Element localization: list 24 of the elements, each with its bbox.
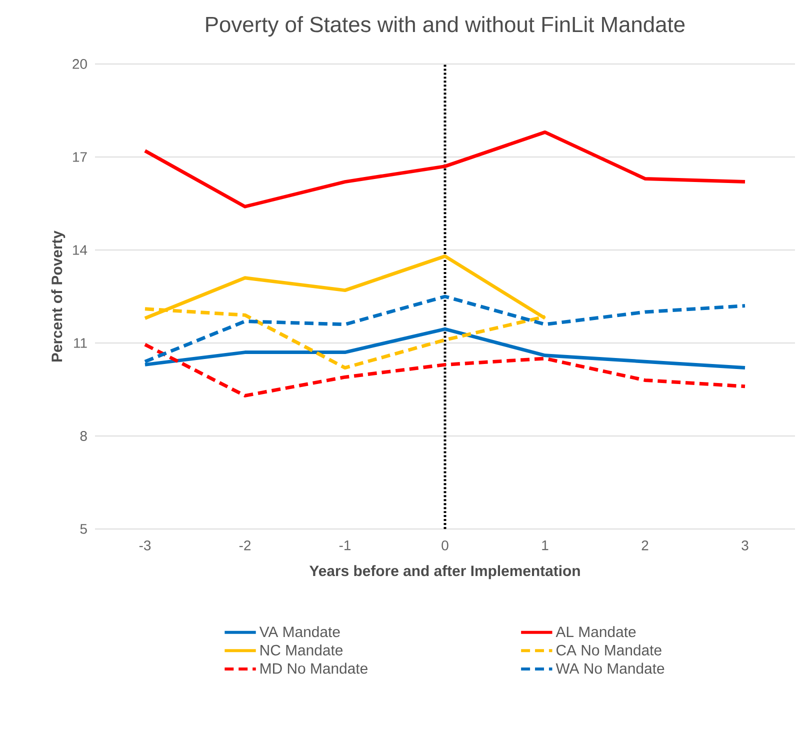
legend-label: WA No Mandate [556, 662, 664, 674]
x-tick-label: -3 [139, 540, 151, 550]
x-axis-title: Years before and after Implementation [309, 565, 580, 580]
x-tick-label: 1 [542, 540, 548, 550]
legend-label: AL Mandate [556, 626, 636, 638]
x-tick-label: -2 [239, 540, 251, 550]
x-tick-label: 0 [442, 540, 448, 550]
x-tick-label: 3 [742, 540, 748, 550]
legend-label: CA No Mandate [556, 644, 662, 656]
y-tick-label: 11 [74, 338, 87, 348]
chart-title: Poverty of States with and without FinLit Mandate [206, 16, 685, 37]
line-series [143, 342, 747, 398]
legend-label: MD No Mandate [260, 662, 368, 674]
line-series [143, 130, 747, 208]
y-tick-label: 20 [72, 59, 87, 69]
y-tick-label: 8 [80, 431, 87, 441]
y-tick-label: 17 [73, 152, 87, 162]
y-axis-title: Percent of Poverty [51, 230, 66, 362]
y-tick-label: 5 [80, 524, 87, 534]
legend-label: NC Mandate [260, 644, 343, 656]
y-tick-label: 14 [73, 245, 88, 255]
legend-label: VA Mandate [259, 626, 340, 638]
x-tick-label: -1 [339, 540, 351, 550]
x-tick-label: 2 [642, 540, 648, 550]
